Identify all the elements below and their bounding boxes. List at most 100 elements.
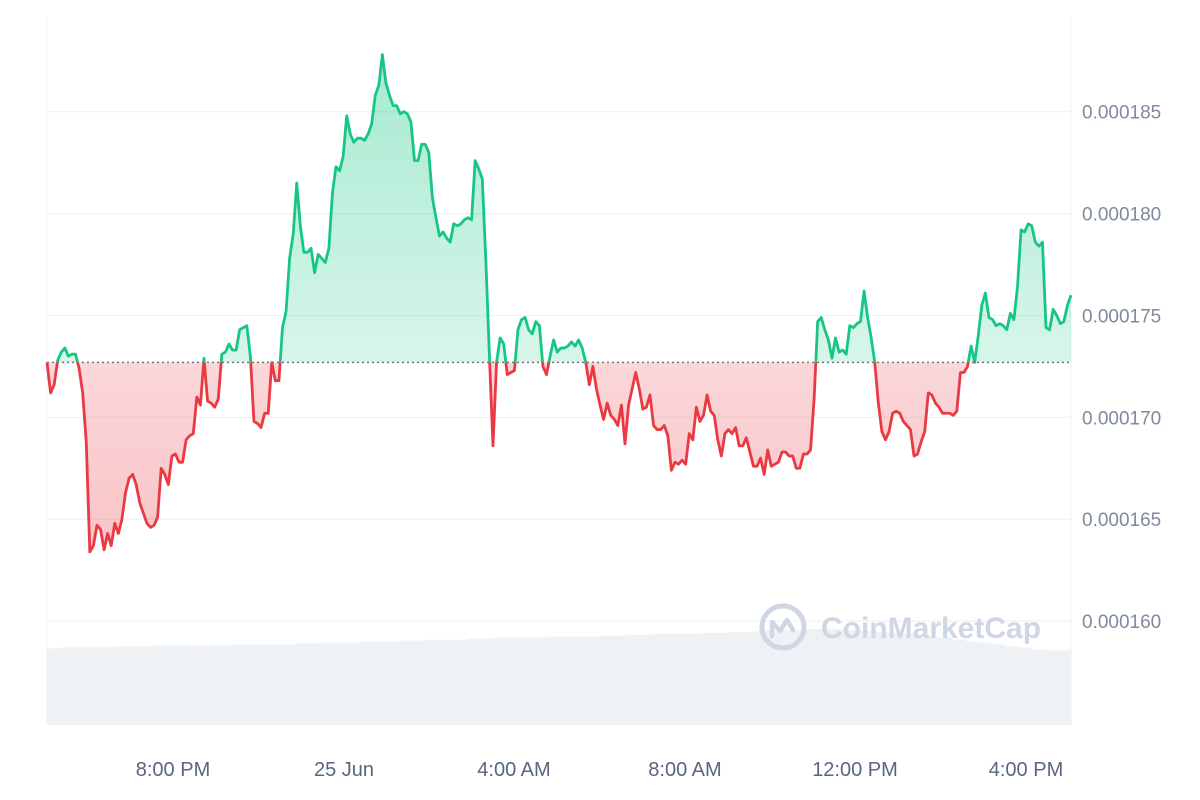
volume-bar (677, 633, 691, 725)
volume-bar (860, 630, 875, 725)
volume-bar (637, 634, 652, 725)
volume-bar (401, 640, 415, 725)
price-area (47, 54, 1071, 552)
x-axis: 8:00 PM 25 Jun 4:00 AM 8:00 AM 12:00 PM 4:00 … (136, 759, 1063, 781)
volume-bar (296, 643, 310, 725)
volume-bar (243, 644, 258, 725)
volume-bar (138, 646, 153, 725)
volume-bar (467, 638, 481, 725)
area-fill-below-baseline (47, 362, 969, 552)
volume-bar (834, 628, 849, 725)
volume-bar (992, 644, 1006, 725)
volume-bar (283, 644, 297, 725)
volume-bar (952, 639, 967, 725)
volume-bar (585, 636, 599, 725)
volume-bar (624, 634, 639, 725)
volume-bar (913, 635, 927, 725)
volume-bar (427, 639, 442, 725)
volume-bar (440, 639, 455, 725)
volume-bar (47, 648, 61, 725)
volume-bar (519, 637, 534, 725)
volume-bar (493, 637, 507, 725)
price-line-above-baseline (46, 53, 1073, 363)
volume-bar (572, 636, 586, 725)
volume-bar (611, 635, 625, 725)
watermark-text: CoinMarketCap (821, 612, 1041, 645)
volume-bar (178, 645, 192, 725)
volume-bar (821, 628, 835, 725)
volume-bar (755, 630, 770, 725)
volume-bar (257, 644, 271, 725)
x-tick-label: 25 Jun (314, 759, 374, 781)
volume-bars (47, 628, 1072, 725)
volume-bar (1005, 646, 1019, 725)
volume-bar (926, 636, 941, 725)
y-tick-label: 0.000165 (1082, 510, 1161, 531)
volume-bar (703, 632, 717, 725)
price-line (45, 53, 1073, 554)
volume-bar (217, 645, 232, 725)
volume-bar (204, 645, 218, 725)
volume-bar (650, 633, 665, 725)
y-tick-label: 0.000170 (1082, 408, 1161, 429)
volume-bar (480, 638, 494, 725)
volume-bar (729, 631, 744, 725)
volume-bar (112, 646, 127, 725)
volume-bar (322, 642, 337, 725)
volume-bar (1057, 650, 1072, 725)
volume-bar (191, 645, 205, 725)
volume-bar (782, 629, 796, 725)
volume-bar (939, 637, 954, 725)
volume-bar (230, 644, 245, 725)
volume-bar (453, 639, 468, 725)
volume-bar (900, 633, 914, 725)
volume-bar (965, 641, 980, 725)
volume-bar (86, 647, 100, 725)
volume-bar (1018, 647, 1032, 725)
volume-bar (388, 641, 402, 725)
gridlines (47, 111, 1071, 622)
volume-bar (887, 632, 901, 725)
volume-bar (598, 635, 612, 725)
coinmarketcap-watermark: CoinMarketCap (759, 603, 1041, 651)
coinmarketcap-logo-icon (759, 603, 807, 651)
volume-bar (545, 636, 560, 725)
x-tick-label: 8:00 AM (648, 759, 721, 781)
volume-bar (532, 637, 547, 725)
volume-bar (808, 628, 822, 725)
volume-bar (979, 642, 993, 725)
volume-bar (559, 636, 573, 725)
y-tick-label: 0.000185 (1082, 103, 1161, 124)
x-tick-label: 12:00 PM (812, 759, 898, 781)
price-line-below-baseline (45, 362, 977, 554)
volume-bar (1031, 649, 1046, 725)
y-tick-label: 0.000175 (1082, 306, 1161, 327)
volume-bar (335, 642, 350, 725)
volume-bar (847, 629, 862, 725)
volume-bar (795, 629, 809, 725)
volume-bar (874, 631, 888, 725)
x-tick-label: 8:00 PM (136, 759, 210, 781)
volume-bar (348, 642, 363, 725)
volume-bar (73, 647, 87, 725)
volume-bar (1044, 650, 1059, 725)
volume-bar (506, 637, 520, 725)
area-fill-above-baseline (47, 54, 1071, 363)
volume-bar (125, 646, 140, 725)
volume-bar (362, 641, 376, 725)
volume-bar (375, 641, 389, 725)
volume-bar (769, 630, 783, 725)
volume-bar (414, 640, 429, 725)
y-tick-label: 0.000180 (1082, 205, 1161, 226)
x-tick-label: 4:00 PM (989, 759, 1063, 781)
volume-bar (309, 643, 323, 725)
volume-bar (270, 644, 284, 725)
y-axis: 0.000160 0.000165 0.000170 0.000175 0.000180… (1082, 103, 1161, 633)
y-tick-label: 0.000160 (1082, 612, 1161, 633)
volume-bar (742, 631, 757, 725)
volume-bar (690, 633, 704, 725)
volume-bar (152, 645, 166, 725)
volume-bar (165, 645, 179, 725)
x-tick-label: 4:00 AM (477, 759, 550, 781)
